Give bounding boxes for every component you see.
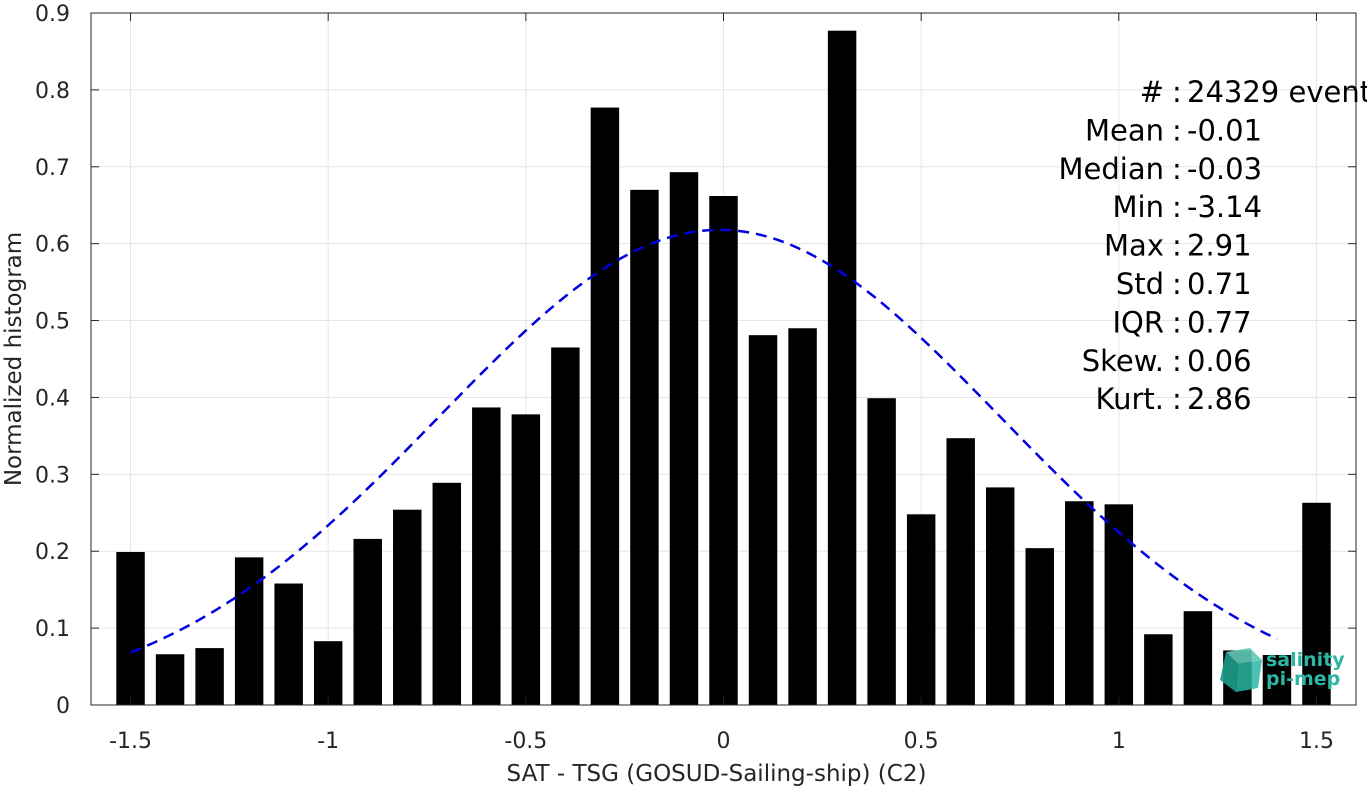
- histogram-bar: [709, 195, 738, 706]
- y-tick-label: 0: [56, 694, 70, 719]
- logo-line1: salinity: [1266, 649, 1345, 671]
- stat-row: Median: -0.03: [1059, 152, 1263, 186]
- histogram-bar: [1065, 501, 1094, 705]
- y-tick-label: 0.5: [35, 310, 70, 335]
- y-axis-label: Normalized histogram: [1, 232, 27, 486]
- histogram-bar: [432, 482, 462, 705]
- y-tick-label: 0.6: [35, 233, 70, 258]
- y-tick-label: 0.4: [35, 386, 70, 411]
- stat-separator: :: [1172, 229, 1182, 263]
- histogram-bar: [946, 438, 975, 705]
- stat-separator: :: [1172, 152, 1182, 186]
- x-axis-label: SAT - TSG (GOSUD-Sailing-ship) (C2): [507, 761, 927, 787]
- stat-row: #:24329 events: [1140, 75, 1367, 109]
- histogram-bar: [195, 648, 224, 705]
- histogram-bar: [1144, 634, 1173, 705]
- histogram-bar: [472, 407, 501, 705]
- stat-label: #: [1140, 75, 1164, 109]
- salinity-pi-mep-logo: salinity pi-mep: [1220, 648, 1345, 692]
- stat-label: Kurt.: [1096, 382, 1164, 416]
- y-tick-label: 0.9: [35, 2, 70, 27]
- stat-row: IQR:0.77: [1112, 305, 1251, 339]
- histogram-bar: [1262, 655, 1292, 705]
- gaussian-fit-curve: [130, 228, 1278, 654]
- stat-label: Min: [1113, 190, 1164, 224]
- x-tick-label: -1: [317, 729, 339, 754]
- histogram-bar: [155, 654, 185, 705]
- stat-separator: :: [1172, 305, 1182, 339]
- stat-value: 2.91: [1187, 229, 1252, 263]
- histogram-bar: [234, 557, 264, 705]
- x-tick-label: 1: [1112, 729, 1126, 754]
- stat-value: -0.03: [1187, 152, 1262, 186]
- histogram-bar: [906, 514, 936, 705]
- stat-label: Std: [1116, 267, 1164, 301]
- stat-label: Skew.: [1082, 344, 1164, 378]
- stat-label: Mean: [1085, 113, 1164, 147]
- stat-row: Std:0.71: [1116, 267, 1252, 301]
- y-axis-ticks: 0 0.1 0.2 0.3 0.4 0.5 0.6 0.7 0.8 0.9: [35, 2, 1356, 719]
- stat-value: 0.77: [1187, 305, 1252, 339]
- stat-value: 24329 events: [1187, 75, 1367, 109]
- stat-value: -3.14: [1187, 190, 1262, 224]
- histogram-bar: [551, 347, 580, 705]
- cube-logo-icon: [1220, 648, 1262, 692]
- x-tick-label: -1.5: [109, 729, 152, 754]
- stat-separator: :: [1172, 344, 1182, 378]
- y-tick-label: 0.8: [35, 79, 70, 104]
- histogram-bar: [788, 328, 817, 705]
- stat-label: Max: [1104, 229, 1164, 263]
- logo-line2: pi-mep: [1266, 668, 1340, 690]
- stat-label: Median: [1059, 152, 1164, 186]
- histogram-bars: [116, 30, 1331, 706]
- stat-separator: :: [1172, 382, 1182, 416]
- stat-label: IQR: [1112, 305, 1164, 339]
- histogram-bar: [274, 583, 303, 705]
- y-tick-label: 0.7: [35, 156, 70, 181]
- x-tick-label: 0.5: [904, 729, 939, 754]
- stat-separator: :: [1172, 267, 1182, 301]
- histogram-bar: [1183, 611, 1213, 705]
- histogram-bar: [1025, 548, 1054, 705]
- histogram-bar: [748, 335, 778, 705]
- histogram-bar: [116, 551, 145, 705]
- stat-row: Min: -3.14: [1113, 190, 1263, 224]
- stat-separator: :: [1172, 190, 1182, 224]
- x-tick-label: 0: [717, 729, 731, 754]
- stat-value: 2.86: [1187, 382, 1252, 416]
- histogram-bar: [867, 398, 896, 705]
- histogram-bar: [511, 414, 541, 705]
- histogram-bar: [1104, 504, 1134, 705]
- histogram-bar: [669, 172, 699, 705]
- stat-row: Kurt.:2.86: [1096, 382, 1252, 416]
- x-tick-label: 1.5: [1299, 729, 1334, 754]
- histogram-bar: [590, 107, 620, 705]
- stat-separator: :: [1172, 113, 1182, 147]
- histogram-bar: [353, 538, 382, 705]
- x-axis-ticks: -1.5 -1 -0.5 0 0.5 1 1.5: [109, 13, 1334, 754]
- histogram-bar: [313, 641, 343, 705]
- stat-row: Mean: -0.01: [1085, 113, 1262, 147]
- y-tick-label: 0.1: [35, 617, 70, 642]
- x-tick-label: -0.5: [504, 729, 547, 754]
- stat-separator: :: [1172, 75, 1182, 109]
- stat-row: Skew.:0.06: [1082, 344, 1252, 378]
- histogram-bar: [630, 189, 659, 705]
- stat-value: 0.71: [1187, 267, 1252, 301]
- stat-value: -0.01: [1187, 113, 1262, 147]
- histogram-bar: [985, 487, 1015, 705]
- histogram-bar: [1302, 502, 1331, 705]
- stat-value: 0.06: [1187, 344, 1252, 378]
- histogram-bar: [827, 30, 857, 705]
- stat-row: Max:2.91: [1104, 229, 1252, 263]
- histogram-bar: [393, 509, 422, 705]
- y-tick-label: 0.3: [35, 463, 70, 488]
- y-tick-label: 0.2: [35, 540, 70, 565]
